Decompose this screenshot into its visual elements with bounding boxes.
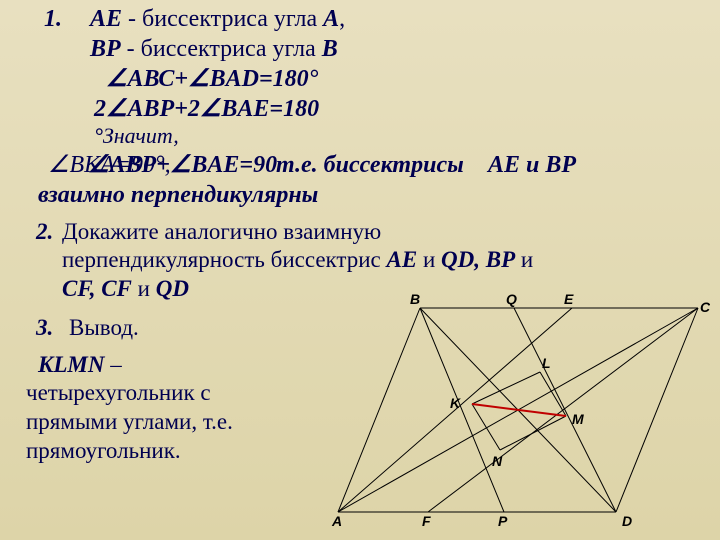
item2-l3b: и xyxy=(132,276,156,301)
svg-text:B: B xyxy=(410,294,420,307)
svg-text:M: M xyxy=(572,411,584,427)
item2-i4: QD xyxy=(156,276,189,301)
item3-num: 3. xyxy=(36,315,53,340)
item1-line1: 1. AE - биссектриса угла A, xyxy=(90,4,710,34)
item1-l2-text: - биссектриса угла xyxy=(121,36,322,62)
ol-c: т.е. биссектрисы xyxy=(276,150,464,180)
svg-text:C: C xyxy=(700,299,710,315)
item1-num: 1. xyxy=(44,4,62,34)
conclusion: взаимно перпендикулярны xyxy=(38,180,710,210)
item2-i3: CF, CF xyxy=(62,276,132,301)
item1-l1-comma: , xyxy=(339,6,345,32)
eq2: 2∠ABP+2∠BAE=180 xyxy=(94,94,710,124)
svg-text:F: F xyxy=(422,513,431,529)
item1-line2: BP - биссектриса угла B xyxy=(90,34,710,64)
item2-l1: Докажите аналогично взаимную xyxy=(62,219,381,244)
geometry-diagram: A B C D E F P Q K L M N xyxy=(310,294,710,530)
item1-l2-bp: BP xyxy=(90,36,121,62)
znachit-deg: ° xyxy=(94,123,103,148)
item3-klmn: KLMN xyxy=(38,352,104,377)
item1-l1-a: A xyxy=(323,6,339,32)
item2-line2: перпендикулярность биссектрис АЕ и QD, B… xyxy=(62,246,710,275)
svg-text:A: A xyxy=(331,513,342,529)
znachit-text: Значит, xyxy=(103,123,179,148)
overlap-line: ∠BKA=90°, ∠ABP+∠BAE=90 т.е. биссектрисы … xyxy=(48,150,710,180)
item2-i2: QD, BP xyxy=(441,247,515,272)
eq1-abc: АВС xyxy=(128,66,175,92)
eq1-rhs: =180° xyxy=(259,66,318,92)
item2-l2b: и xyxy=(417,247,441,272)
svg-text:K: K xyxy=(450,395,461,411)
ol-d: AE и BP xyxy=(488,150,576,180)
item2-line1: 2. Докажите аналогично взаимную xyxy=(62,218,710,247)
slide: 1. AE - биссектриса угла A, BP - биссект… xyxy=(0,0,720,540)
svg-text:N: N xyxy=(492,453,503,469)
item1-l1-text: - биссектриса угла xyxy=(122,6,323,32)
svg-text:D: D xyxy=(622,513,632,529)
item2-l2a: перпендикулярность биссектрис xyxy=(62,247,387,272)
eq1-plus: +∠ xyxy=(174,66,209,92)
ol-b: ∠ABP+∠BAE=90 xyxy=(88,150,277,180)
item2-l2c: и xyxy=(515,247,533,272)
znachit: °Значит, xyxy=(94,122,710,150)
eq1-bad: BAD xyxy=(210,66,259,92)
item1-l2-b: B xyxy=(322,36,338,62)
eq1-a1: ∠ xyxy=(106,66,128,92)
eq1: ∠АВС+∠BAD=180° xyxy=(106,64,710,94)
svg-text:Q: Q xyxy=(506,294,517,307)
svg-text:E: E xyxy=(564,294,574,307)
svg-text:L: L xyxy=(542,355,551,371)
item2-i1: АЕ xyxy=(387,247,418,272)
svg-text:P: P xyxy=(498,513,508,529)
item3-l1r: – xyxy=(104,352,121,377)
item2-num: 2. xyxy=(36,218,53,247)
item1-l1-ae: AE xyxy=(90,6,122,32)
item3-word: Вывод. xyxy=(69,315,139,340)
